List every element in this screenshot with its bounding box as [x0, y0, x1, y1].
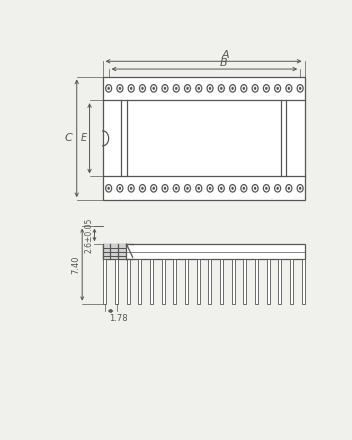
Circle shape — [175, 87, 177, 90]
Bar — [243, 260, 246, 304]
Bar — [103, 244, 126, 260]
Circle shape — [220, 87, 222, 90]
Circle shape — [254, 187, 256, 190]
Bar — [103, 260, 106, 304]
Circle shape — [164, 87, 166, 90]
Circle shape — [299, 187, 301, 190]
Circle shape — [288, 187, 290, 190]
Bar — [278, 260, 281, 304]
Circle shape — [276, 187, 279, 190]
Bar — [185, 260, 188, 304]
Bar — [103, 244, 304, 260]
Circle shape — [265, 87, 268, 90]
Bar — [103, 77, 304, 200]
Text: A: A — [222, 50, 229, 59]
Bar — [173, 260, 176, 304]
Circle shape — [141, 187, 144, 190]
Text: C: C — [65, 133, 73, 143]
Bar — [220, 260, 223, 304]
Circle shape — [175, 187, 177, 190]
Circle shape — [231, 87, 234, 90]
Circle shape — [254, 87, 256, 90]
Bar — [290, 260, 293, 304]
Circle shape — [107, 187, 110, 190]
Bar — [138, 260, 142, 304]
Bar — [267, 260, 270, 304]
Bar — [197, 260, 200, 304]
Circle shape — [231, 187, 234, 190]
Bar — [162, 260, 165, 304]
Bar — [232, 260, 235, 304]
Circle shape — [288, 87, 290, 90]
Circle shape — [141, 87, 144, 90]
Circle shape — [186, 87, 189, 90]
Circle shape — [164, 187, 166, 190]
Circle shape — [107, 87, 110, 90]
Circle shape — [197, 187, 200, 190]
Circle shape — [299, 87, 301, 90]
Bar — [302, 260, 305, 304]
Bar — [127, 260, 130, 304]
Circle shape — [243, 87, 245, 90]
Bar — [150, 260, 153, 304]
Circle shape — [265, 187, 268, 190]
Circle shape — [220, 187, 222, 190]
Circle shape — [119, 187, 121, 190]
Text: B: B — [220, 58, 227, 68]
Circle shape — [197, 87, 200, 90]
Circle shape — [119, 87, 121, 90]
Text: 7.40: 7.40 — [71, 255, 80, 274]
Circle shape — [243, 187, 245, 190]
Circle shape — [152, 87, 155, 90]
Bar — [115, 260, 118, 304]
Circle shape — [130, 187, 132, 190]
Text: 1.78: 1.78 — [109, 314, 128, 323]
Circle shape — [130, 87, 132, 90]
Bar — [255, 260, 258, 304]
Bar — [208, 260, 211, 304]
Circle shape — [152, 187, 155, 190]
Text: 2.6±0.05: 2.6±0.05 — [84, 217, 93, 253]
Circle shape — [276, 87, 279, 90]
Circle shape — [186, 187, 189, 190]
Text: E: E — [81, 133, 87, 143]
Circle shape — [209, 87, 211, 90]
Circle shape — [209, 187, 211, 190]
